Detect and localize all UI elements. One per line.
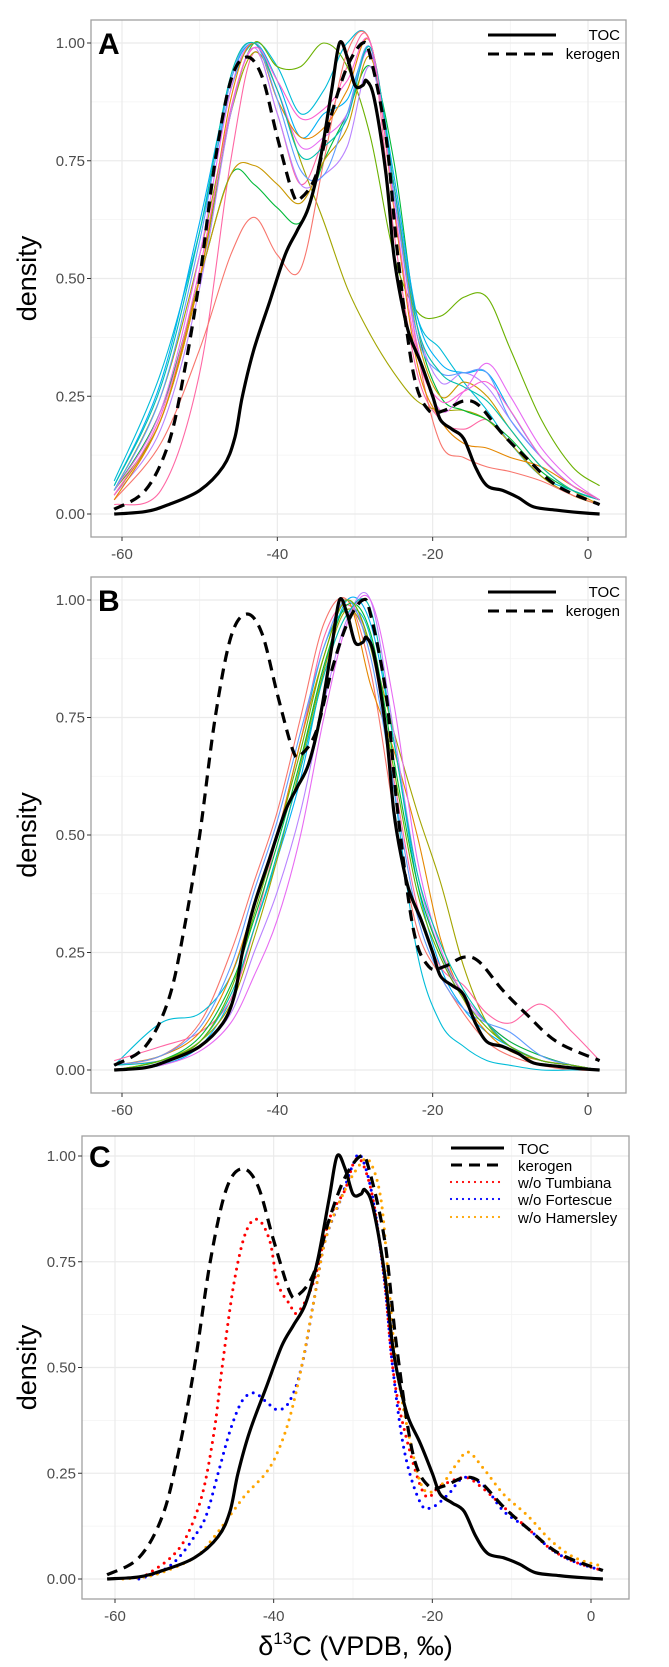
series-line-kerogen bbox=[113, 597, 601, 1067]
density-curve-subsample bbox=[114, 599, 600, 1071]
x-axis-title-superscript: 13 bbox=[273, 1629, 292, 1648]
x-tick-label: -40 bbox=[263, 1608, 285, 1625]
density-curve-subsample bbox=[114, 602, 600, 1071]
y-axis-title: density bbox=[12, 235, 42, 321]
y-tick-label: 0.25 bbox=[47, 1465, 76, 1482]
x-tick-label: -60 bbox=[111, 1102, 133, 1119]
x-tick-label: -40 bbox=[266, 546, 288, 563]
y-tick-label: 1.00 bbox=[56, 35, 85, 52]
legend-label: w/o Hamersley bbox=[517, 1210, 618, 1227]
density-curve-subsample bbox=[113, 41, 600, 491]
panel-c: -60 -40 -20 0 0.00 0.25 0.50 0.75 1.00 density C TO… bbox=[12, 1135, 630, 1661]
legend: TOC kerogen bbox=[488, 584, 620, 620]
y-tick-label: 1.00 bbox=[47, 1148, 76, 1165]
y-tick-label: 0.50 bbox=[56, 827, 85, 844]
y-tick-label: 0.00 bbox=[56, 506, 85, 523]
legend-label: w/o Tumbiana bbox=[517, 1175, 612, 1192]
legend: TOC kerogen bbox=[488, 27, 620, 63]
x-axis-title-rest: C (VPDB, ‰) bbox=[292, 1631, 453, 1661]
x-tick-label: -60 bbox=[111, 546, 133, 563]
y-tick-label: 0.50 bbox=[47, 1360, 76, 1377]
density-curve-subsample bbox=[113, 41, 600, 501]
legend-label: kerogen bbox=[566, 603, 620, 620]
panel-b: -60 -40 -20 0 0.00 0.25 0.50 0.75 1.00 density B TO… bbox=[12, 576, 627, 1119]
x-tick-label: -60 bbox=[104, 1608, 126, 1625]
y-tick-label: 0.50 bbox=[56, 271, 85, 288]
y-tick-label: 0.00 bbox=[47, 1571, 76, 1588]
y-tick-label: 0.75 bbox=[56, 153, 85, 170]
legend-label: TOC bbox=[518, 1141, 550, 1158]
panel-label: B bbox=[98, 585, 120, 618]
series-line-w-o-fortescue bbox=[137, 1152, 605, 1581]
x-tick-label: -20 bbox=[422, 1102, 444, 1119]
x-tick-label: -40 bbox=[266, 1102, 288, 1119]
y-tick-label: 0.25 bbox=[56, 388, 85, 405]
legend-label: TOC bbox=[589, 584, 621, 601]
series-group bbox=[106, 1152, 605, 1581]
x-tick-label: -20 bbox=[422, 546, 444, 563]
y-tick-label: 0.75 bbox=[47, 1254, 76, 1271]
series-line-w-o-hamersley bbox=[121, 1157, 605, 1581]
legend-label: TOC bbox=[589, 27, 621, 44]
series-line-kerogen bbox=[113, 40, 601, 511]
x-axis-title: δ13C (VPDB, ‰) bbox=[258, 1629, 452, 1661]
y-tick-label: 1.00 bbox=[56, 592, 85, 609]
x-tick-label: 0 bbox=[587, 1608, 595, 1625]
legend-label: kerogen bbox=[518, 1158, 572, 1175]
y-axis-title: density bbox=[12, 1324, 42, 1410]
y-axis-title: density bbox=[12, 792, 42, 878]
x-tick-label: -20 bbox=[421, 1608, 443, 1625]
series-line-toc bbox=[114, 40, 600, 516]
y-tick-label: 0.75 bbox=[56, 710, 85, 727]
density-curve-subsample bbox=[114, 597, 600, 1071]
series-line-toc bbox=[114, 597, 600, 1072]
x-axis-title-prefix: δ bbox=[258, 1631, 273, 1661]
series-group bbox=[113, 592, 601, 1072]
series-line-w-o-tumbiana bbox=[145, 1156, 605, 1577]
y-tick-label: 0.25 bbox=[56, 945, 85, 962]
legend-label: w/o Fortescue bbox=[517, 1192, 612, 1209]
x-tick-label: 0 bbox=[584, 1102, 592, 1119]
series-line-toc bbox=[106, 1153, 603, 1581]
y-tick-label: 0.00 bbox=[56, 1062, 85, 1079]
panel-a: -60 -40 -20 0 0.00 0.25 0.50 0.75 1.00 density A TO… bbox=[12, 19, 627, 563]
panel-label: A bbox=[98, 28, 120, 61]
legend-label: kerogen bbox=[566, 46, 620, 63]
series-group bbox=[113, 30, 601, 516]
density-curve-subsample bbox=[113, 37, 600, 501]
panel-label: C bbox=[89, 1141, 111, 1174]
x-tick-label: 0 bbox=[584, 546, 592, 563]
